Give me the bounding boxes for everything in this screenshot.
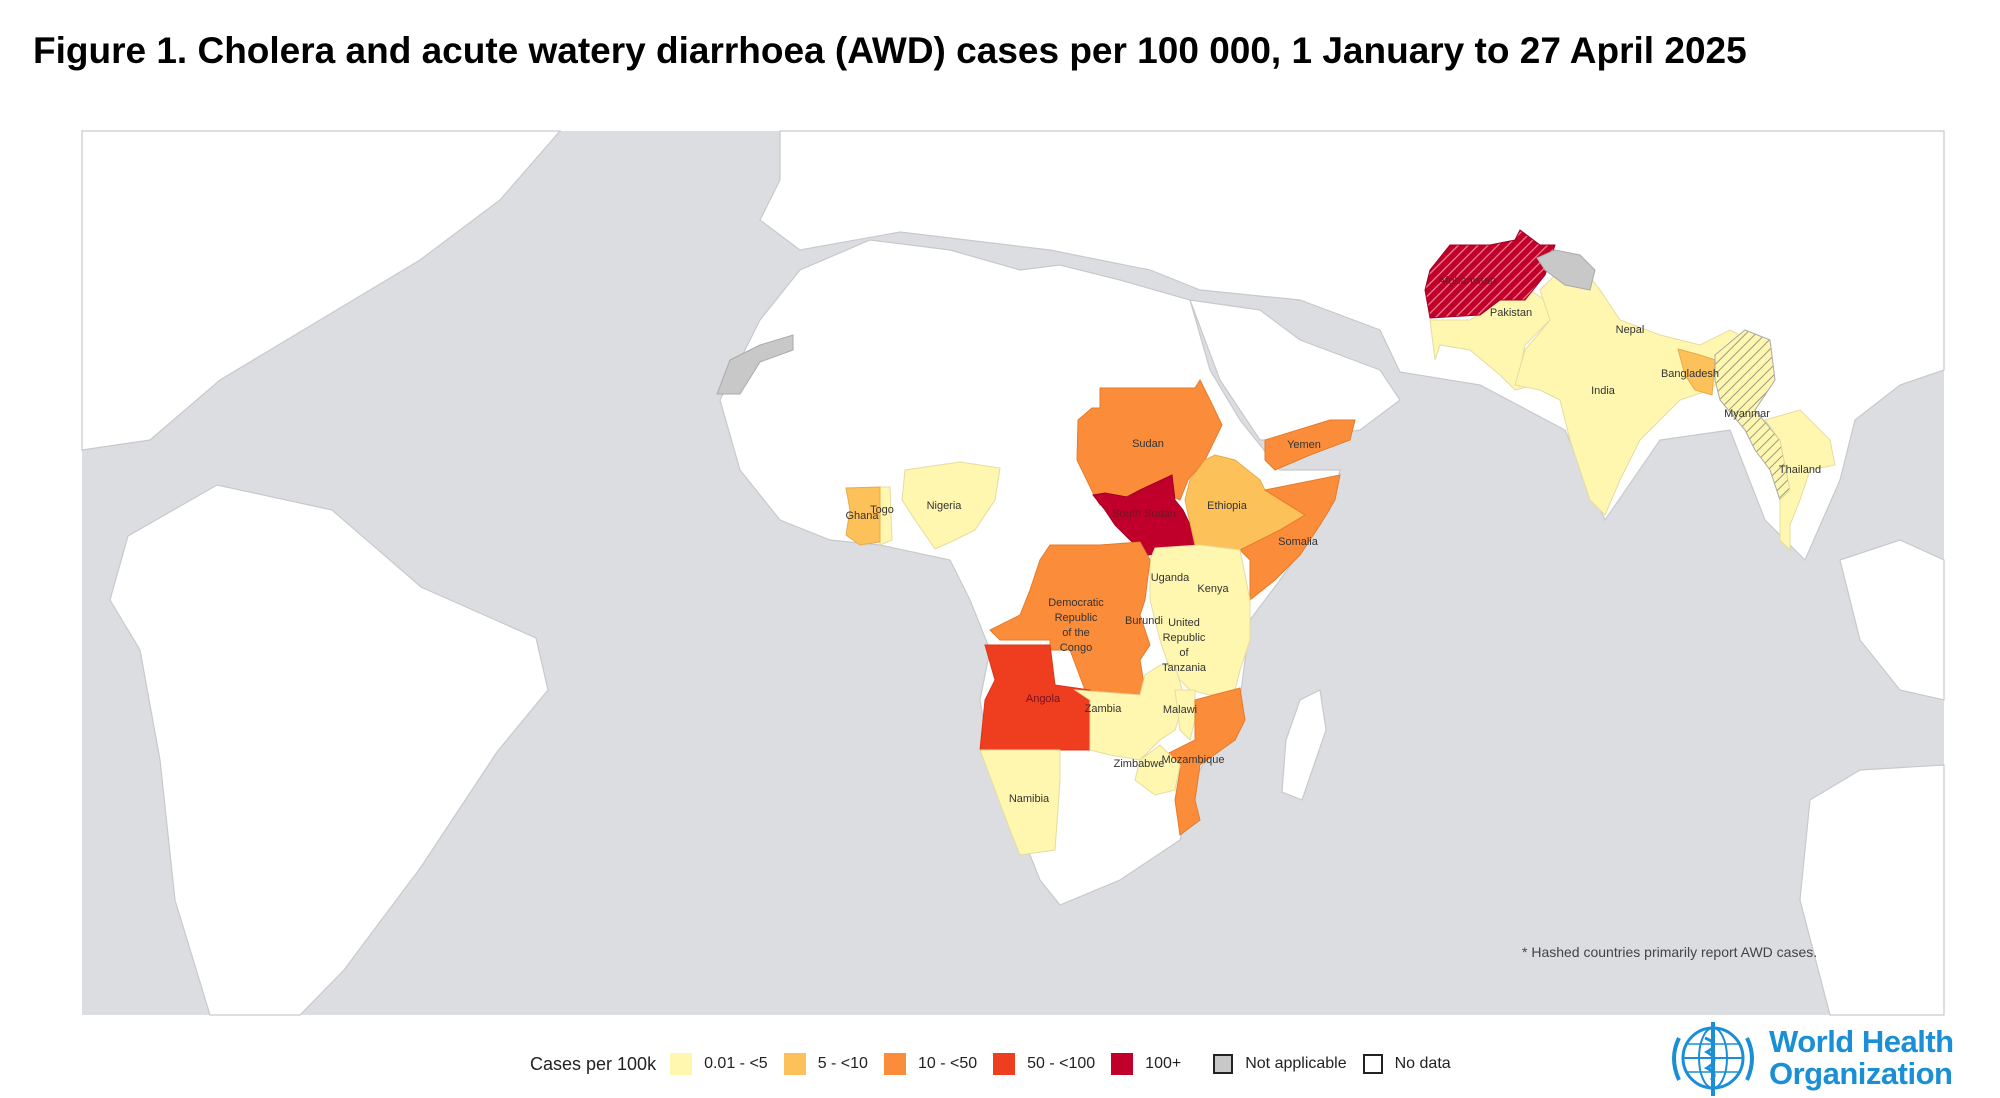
label-sudan: Sudan [1132, 438, 1164, 450]
country-zimbabwe[interactable] [1134, 744, 1181, 796]
label-angola: Angola [1026, 693, 1061, 705]
country-malawi[interactable] [1174, 689, 1196, 741]
label-malawi: Malawi [1163, 704, 1197, 716]
country-labels: Sudan South Sudan Ethiopia Somalia Yemen… [845, 275, 1821, 805]
label-pakistan: Pakistan [1490, 307, 1532, 319]
legend-label: 0.01 - <5 [704, 1055, 768, 1072]
country-nigeria[interactable] [901, 461, 1001, 550]
land-north-america [81, 130, 562, 451]
label-drc-1: Democratic [1048, 597, 1104, 609]
label-bangladesh: Bangladesh [1661, 368, 1719, 380]
country-togo[interactable] [879, 486, 893, 546]
label-uganda: Uganda [1151, 572, 1190, 584]
label-ethiopia: Ethiopia [1207, 500, 1248, 512]
legend-item: 50 - <100 [993, 1053, 1095, 1075]
land-southeast-asia [1839, 539, 1945, 701]
legend-item: 100+ [1111, 1053, 1181, 1075]
label-myanmar: Myanmar [1724, 408, 1770, 420]
country-zambia[interactable] [1073, 664, 1186, 761]
country-namibia[interactable] [979, 749, 1061, 856]
land-eurasia [759, 130, 1945, 562]
legend-item: 0.01 - <5 [670, 1053, 768, 1075]
land-australia [1799, 764, 1945, 1016]
map-footnote: * Hashed countries primarily report AWD … [1522, 944, 1818, 960]
legend-title: Cases per 100k [530, 1053, 657, 1074]
legend-swatch [670, 1053, 693, 1075]
label-india: India [1591, 385, 1616, 397]
label-kenya: Kenya [1197, 583, 1229, 595]
country-ghana[interactable] [845, 486, 881, 546]
label-yemen: Yemen [1287, 439, 1321, 451]
country-india[interactable] [1514, 264, 1751, 516]
label-tanzania-3: of [1179, 647, 1189, 659]
label-zambia: Zambia [1085, 703, 1123, 715]
label-nigeria: Nigeria [927, 500, 963, 512]
country-thailand[interactable] [1764, 409, 1836, 552]
country-somalia[interactable] [1239, 474, 1341, 602]
label-togo: Togo [870, 504, 894, 516]
label-nepal: Nepal [1616, 324, 1645, 336]
who-wordmark-line2: Organization [1769, 1056, 1953, 1091]
label-tanzania-2: Republic [1163, 632, 1206, 644]
legend-label: Not applicable [1245, 1055, 1347, 1072]
label-drc-3: of the [1062, 627, 1090, 639]
land-south-america [109, 484, 549, 1016]
land-madagascar [1281, 689, 1327, 801]
legend-swatch [1213, 1054, 1234, 1074]
legend-item: 5 - <10 [783, 1053, 868, 1075]
legend-swatch [783, 1053, 806, 1075]
country-yemen[interactable] [1264, 419, 1356, 471]
label-tanzania-1: United [1168, 617, 1200, 629]
label-zimbabwe: Zimbabwe [1114, 758, 1165, 770]
who-logo: World Health Organization [1665, 1018, 1954, 1098]
land-arabia [1189, 299, 1401, 441]
label-tanzania-4: Tanzania [1162, 662, 1207, 674]
legend-label: 10 - <50 [917, 1055, 978, 1072]
legend-swatch [1362, 1054, 1383, 1074]
map-legend: Cases per 100k 0.01 - <5 5 - <10 10 - <5… [530, 1053, 1467, 1075]
legend-label: 50 - <100 [1027, 1055, 1096, 1072]
who-wordmark: World Health Organization [1769, 1026, 1954, 1090]
country-western-sahara[interactable] [716, 334, 794, 395]
country-south-sudan[interactable] [1092, 474, 1201, 556]
label-namibia: Namibia [1009, 793, 1050, 805]
label-drc-4: Congo [1060, 642, 1092, 654]
figure-title: Figure 1. Cholera and acute watery diarr… [33, 30, 1747, 71]
label-somalia: Somalia [1278, 536, 1319, 548]
countries [716, 229, 1836, 856]
label-drc-2: Republic [1055, 612, 1098, 624]
legend-item: Not applicable [1213, 1054, 1347, 1074]
legend-label: 5 - <10 [817, 1055, 868, 1072]
who-wordmark-line1: World Health [1769, 1024, 1954, 1059]
legend-label: 100+ [1145, 1055, 1182, 1072]
label-south-sudan: South Sudan [1112, 508, 1176, 520]
label-mozambique: Mozambique [1162, 754, 1225, 766]
label-burundi: Burundi [1125, 615, 1163, 627]
country-bangladesh[interactable] [1677, 348, 1716, 396]
legend-label: No data [1394, 1055, 1451, 1072]
label-ghana: Ghana [845, 510, 879, 522]
legend-item: 10 - <50 [883, 1053, 978, 1075]
who-emblem-icon [1672, 1022, 1754, 1096]
legend-swatch [1111, 1053, 1134, 1075]
region-kashmir [1536, 249, 1596, 291]
legend-swatch [993, 1053, 1016, 1075]
label-thailand: Thailand [1779, 464, 1821, 476]
legend-item: No data [1362, 1054, 1451, 1074]
label-afghanistan: Afghanistan [1438, 275, 1496, 287]
legend-swatch [883, 1053, 906, 1075]
